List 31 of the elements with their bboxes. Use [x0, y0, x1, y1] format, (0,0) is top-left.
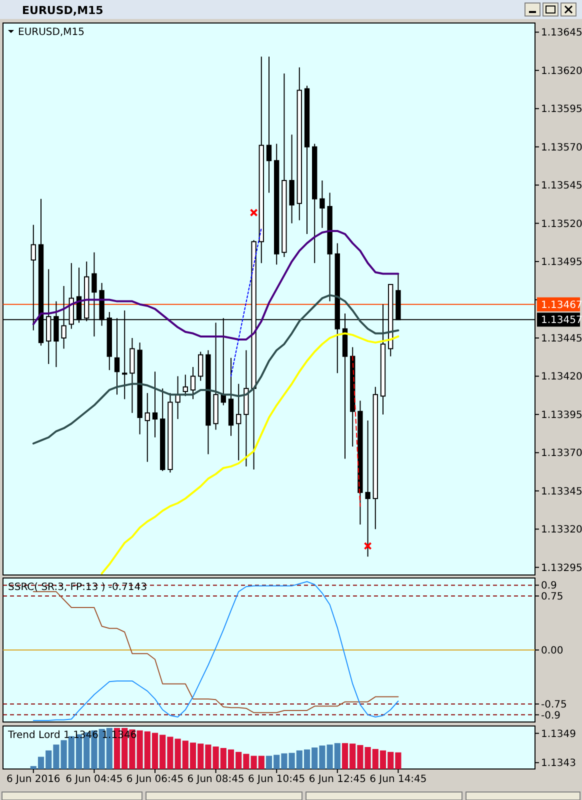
y-tick-label: 1.13570: [541, 142, 582, 154]
chart-subtitle: EURUSD,M15: [18, 27, 84, 38]
x-tick-label: 6 Jun 10:45: [248, 774, 306, 785]
y-tick-label: -0.9: [541, 710, 561, 722]
x-tick-label: 6 Jun 08:45: [187, 774, 244, 785]
y-tick-label: 1.1349: [541, 728, 576, 740]
y-tick-label: 1.13370: [541, 448, 582, 460]
x-tick-label: 6 Jun 2016: [6, 774, 60, 785]
y-tick-label: 1.13320: [541, 524, 582, 536]
y-tick-label: 1.13495: [541, 257, 582, 268]
y-tick-label: 1.13295: [541, 562, 582, 574]
y-tick-label: 0.00: [541, 646, 564, 656]
chart-title: SSRC( SR:3, FP:13 ) -0.7143: [8, 582, 148, 593]
y-tick-label: 1.13345: [541, 486, 582, 498]
y-tick-label: 1.1343: [541, 758, 576, 770]
x-tick-label: 6 Jun 14:45: [370, 774, 427, 785]
x-tick-label: 6 Jun 06:45: [126, 774, 184, 785]
y-tick-label: 1.13645: [541, 28, 582, 39]
y-tick-label: -0.75: [541, 700, 567, 710]
y-tick-label: 1.13420: [541, 372, 582, 383]
y-tick-label: 0.9: [541, 580, 557, 592]
chart-title: EURUSD,M15: [22, 4, 104, 17]
y-tick-label: 1.13445: [541, 333, 582, 344]
x-tick-label: 6 Jun 12:45: [308, 774, 366, 785]
y-tick-label: 1.13545: [541, 180, 582, 192]
y-tick-label: 1.13395: [541, 410, 582, 421]
x-tick-label: 6 Jun 04:45: [66, 774, 123, 785]
y-tick-label: 1.13595: [541, 104, 582, 116]
y-tick-label: 0.75: [541, 592, 564, 602]
y-tick-label: 1.13620: [541, 66, 582, 77]
y-tick-label: 1.13520: [541, 218, 582, 230]
